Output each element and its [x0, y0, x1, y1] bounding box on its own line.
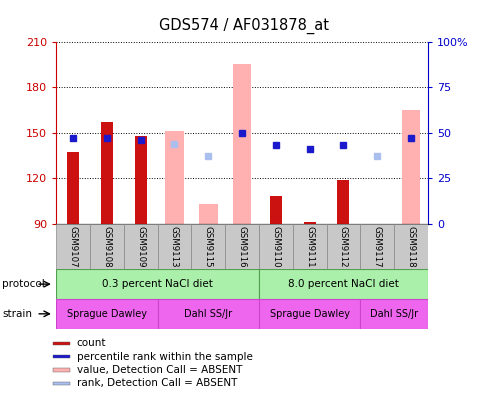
- Text: GSM9112: GSM9112: [338, 226, 347, 267]
- Text: value, Detection Call = ABSENT: value, Detection Call = ABSENT: [77, 365, 242, 375]
- Text: GSM9108: GSM9108: [102, 226, 111, 267]
- Text: count: count: [77, 338, 106, 348]
- Bar: [165, 131, 183, 224]
- Bar: [101, 122, 113, 224]
- Bar: [56, 224, 90, 269]
- Bar: [199, 204, 217, 224]
- Text: strain: strain: [2, 309, 32, 319]
- Text: GSM9111: GSM9111: [305, 226, 313, 267]
- Bar: [292, 224, 326, 269]
- Bar: [90, 224, 123, 269]
- Bar: [259, 224, 292, 269]
- Bar: [269, 196, 281, 224]
- Text: rank, Detection Call = ABSENT: rank, Detection Call = ABSENT: [77, 378, 237, 388]
- Text: 0.3 percent NaCl diet: 0.3 percent NaCl diet: [102, 279, 213, 289]
- Text: Sprague Dawley: Sprague Dawley: [67, 309, 146, 319]
- Bar: [401, 110, 419, 224]
- Bar: [259, 299, 360, 329]
- Bar: [53, 355, 70, 358]
- Text: GSM9115: GSM9115: [203, 226, 212, 267]
- Text: GSM9117: GSM9117: [372, 226, 381, 267]
- Text: 8.0 percent NaCl diet: 8.0 percent NaCl diet: [287, 279, 398, 289]
- Bar: [135, 136, 146, 224]
- Bar: [224, 224, 259, 269]
- Bar: [53, 342, 70, 345]
- Bar: [53, 368, 70, 371]
- Bar: [360, 299, 427, 329]
- Bar: [232, 64, 251, 224]
- Bar: [360, 224, 393, 269]
- Text: GSM9118: GSM9118: [406, 226, 415, 267]
- Bar: [337, 180, 348, 224]
- Bar: [157, 224, 191, 269]
- Text: protocol: protocol: [2, 279, 45, 289]
- Text: Sprague Dawley: Sprague Dawley: [269, 309, 349, 319]
- Text: Dahl SS/Jr: Dahl SS/Jr: [369, 309, 417, 319]
- Bar: [303, 222, 315, 224]
- Bar: [393, 224, 427, 269]
- Bar: [157, 299, 259, 329]
- Text: GDS574 / AF031878_at: GDS574 / AF031878_at: [159, 18, 329, 34]
- Bar: [259, 269, 427, 299]
- Text: GSM9109: GSM9109: [136, 226, 145, 267]
- Bar: [326, 224, 360, 269]
- Text: Dahl SS/Jr: Dahl SS/Jr: [184, 309, 232, 319]
- Bar: [191, 224, 224, 269]
- Text: percentile rank within the sample: percentile rank within the sample: [77, 352, 252, 362]
- Text: GSM9110: GSM9110: [271, 226, 280, 267]
- Bar: [123, 224, 157, 269]
- Bar: [53, 382, 70, 385]
- Bar: [67, 152, 79, 224]
- Bar: [56, 269, 259, 299]
- Text: GSM9113: GSM9113: [170, 226, 179, 267]
- Text: GSM9107: GSM9107: [68, 226, 78, 267]
- Bar: [56, 299, 157, 329]
- Text: GSM9116: GSM9116: [237, 226, 246, 267]
